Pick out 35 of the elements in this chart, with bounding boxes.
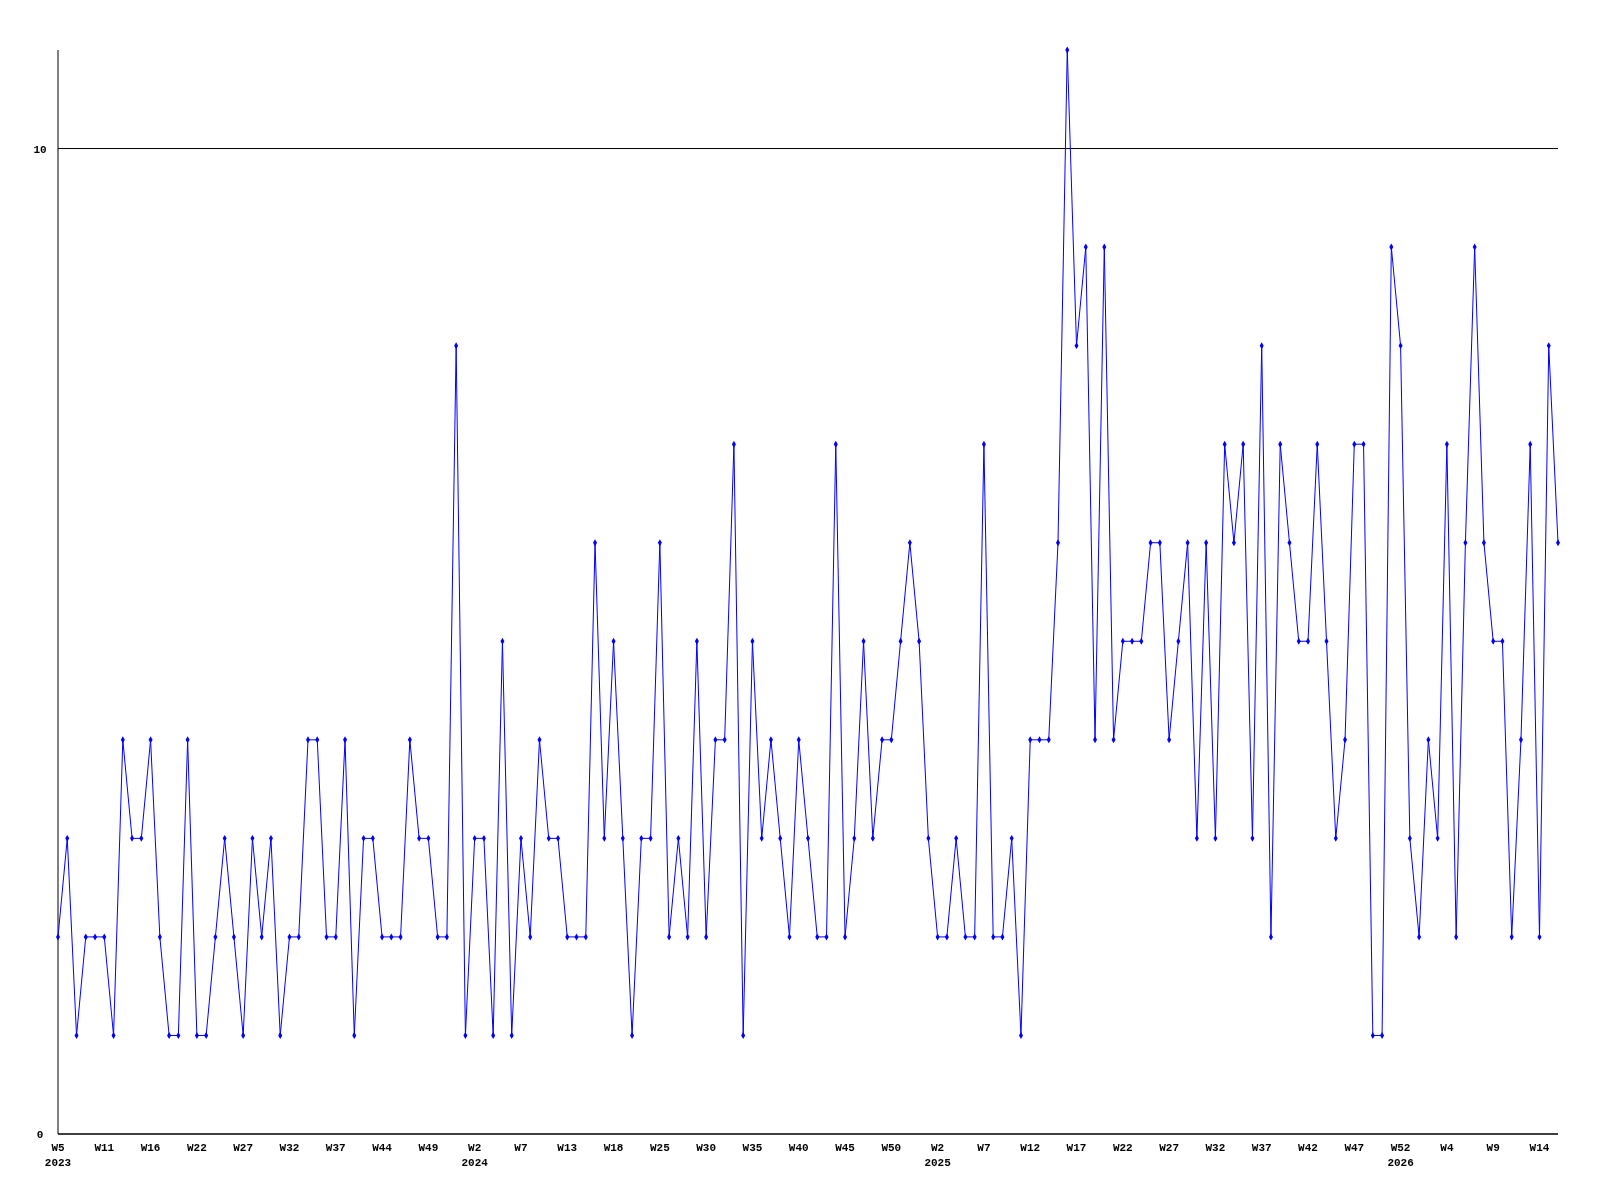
x-tick-label: W5 2023 (44, 1142, 72, 1169)
x-tick-label: W16 (140, 1142, 161, 1154)
x-tick-label: W2 2025 (924, 1142, 952, 1169)
x-tick-label: W13 (557, 1142, 578, 1154)
x-tick-label: W47 (1344, 1142, 1365, 1154)
x-tick-label: W17 (1066, 1142, 1087, 1154)
x-tick-label: W27 (1159, 1142, 1180, 1154)
x-tick-label: W32 (279, 1142, 300, 1154)
x-tick-label: W30 (696, 1142, 717, 1154)
y-tick-label: 0 (36, 1129, 44, 1141)
x-tick-label: W14 (1529, 1142, 1550, 1154)
y-tick-label: 10 (33, 143, 47, 156)
x-tick-label: W40 (788, 1142, 809, 1154)
x-tick-label: W35 (742, 1142, 763, 1154)
x-tick-label: W25 (649, 1142, 671, 1154)
x-tick-label: W32 (1205, 1142, 1226, 1154)
x-tick-label: W27 (233, 1142, 254, 1154)
x-tick-label: W49 (418, 1142, 439, 1154)
x-tick-label: W7 (977, 1142, 991, 1154)
x-tick-label: W37 (1251, 1142, 1272, 1154)
x-tick-label: W9 (1486, 1142, 1500, 1154)
x-tick-label: W22 (1112, 1142, 1133, 1154)
x-tick-label: W22 (186, 1142, 207, 1154)
x-tick-label: W52 2026 (1387, 1142, 1414, 1169)
x-tick-label: W50 (881, 1142, 902, 1154)
x-tick-label: W4 (1440, 1142, 1454, 1154)
x-tick-label: W18 (603, 1142, 624, 1154)
x-tick-label: W12 (1020, 1142, 1041, 1154)
x-tick-label: W45 (835, 1142, 856, 1154)
x-tick-label: W11 (94, 1142, 115, 1154)
x-tick-label: W42 (1298, 1142, 1318, 1154)
x-tick-label: W7 (514, 1142, 528, 1154)
x-tick-label: W37 (325, 1142, 346, 1154)
x-tick-label: W44 (372, 1142, 393, 1154)
x-tick-label: W2 2024 (461, 1142, 489, 1169)
